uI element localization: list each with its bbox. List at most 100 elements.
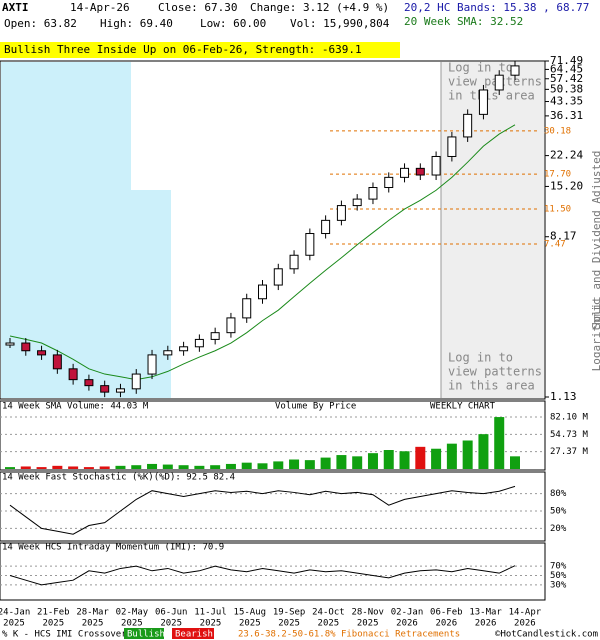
volume-bar (83, 467, 94, 469)
volume-by-price (1, 62, 171, 398)
candle (242, 298, 252, 319)
fib-label: 7.47 (544, 239, 566, 249)
date-day: 02-Jan (391, 608, 424, 618)
stoch-frame (0, 471, 546, 542)
volume-bar (210, 465, 221, 469)
login-text: in this area (448, 379, 535, 393)
date-day: 15-Aug (234, 608, 267, 618)
volume-bar (399, 451, 410, 469)
y-tick-label: 15.20 (550, 179, 583, 192)
candle (147, 354, 157, 375)
candle (352, 198, 362, 207)
login-text: view patterns (448, 365, 542, 379)
volume-bar (336, 455, 347, 469)
date-day: 02-May (116, 608, 149, 618)
candle (368, 187, 378, 200)
banner-bg (0, 42, 400, 58)
volume-bar (446, 443, 457, 469)
volume-bar (68, 466, 79, 469)
y-tick-label: 50% (550, 571, 567, 581)
bearish-bg (172, 628, 214, 639)
date-year: 2025 (160, 619, 182, 629)
candle (100, 385, 110, 393)
volume-bar (257, 463, 268, 469)
y-tick-label: 27.37 M (550, 447, 589, 457)
login-text: in this area (448, 89, 535, 103)
candle (52, 354, 62, 370)
candle (321, 219, 331, 235)
date-year: 2025 (121, 619, 143, 629)
date-year: 2026 (475, 619, 497, 629)
high: High: 69.40 (100, 17, 173, 30)
sma: 20 Week SMA: 32.52 (404, 15, 523, 28)
fib-label: 11.50 (544, 205, 571, 215)
volume-bar (36, 467, 47, 469)
y-tick-label: 70% (550, 562, 567, 572)
date-year: 2025 (318, 619, 340, 629)
volume-bar (273, 461, 284, 469)
volume-bar (462, 440, 473, 469)
candle (21, 342, 31, 352)
close: Close: 67.30 (158, 1, 237, 14)
change: Change: 3.12 (+4.9 %) (250, 1, 389, 14)
candle (5, 342, 15, 346)
volume-bar (20, 466, 31, 469)
date-year: 2025 (357, 619, 379, 629)
candle (289, 254, 299, 270)
y-tick-label: 43.35 (550, 95, 583, 108)
date-day: 24-Jan (0, 608, 30, 618)
candle (179, 346, 189, 352)
volume-bar (304, 460, 315, 469)
y-tick-label: 82.10 M (550, 413, 589, 423)
y-tick-label: 36.31 (550, 109, 583, 122)
y-tick-label: 71.49 (550, 54, 583, 67)
volume-bar (320, 457, 331, 469)
open: Open: 63.82 (4, 17, 77, 30)
y-tick-label: 54.73 M (550, 430, 589, 440)
volume-bar (289, 459, 300, 469)
imi-frame (0, 542, 546, 601)
candle (336, 205, 346, 221)
date-year: 2025 (3, 619, 25, 629)
candle (258, 284, 267, 300)
date-year: 2026 (396, 619, 418, 629)
date-year: 2025 (82, 619, 104, 629)
volume-bar (352, 456, 363, 469)
candle (510, 65, 520, 76)
candle (400, 167, 410, 178)
stoch-title: 14 Week Fast Stochastic (%K)(%D): 92.5 8… (2, 473, 235, 483)
volume-bar (162, 464, 173, 469)
candle (163, 350, 173, 356)
volume-bar (510, 456, 520, 469)
date-year: 2025 (239, 619, 261, 629)
vbp-label: Volume By Price (275, 402, 356, 412)
date-day: 06-Jun (155, 608, 188, 618)
volume-frame (0, 400, 546, 471)
volume-title: 14 Week SMA Volume: 44.03 M (2, 402, 149, 412)
login-text: Log in to (448, 351, 513, 365)
volume-bar (225, 463, 236, 469)
fib-label: 30.18 (544, 126, 571, 136)
y-tick-label: 50% (550, 507, 567, 517)
candle (463, 113, 473, 138)
candle (131, 373, 141, 390)
y-tick-label: 64.45 (550, 62, 583, 75)
date-day: 11-Jul (194, 608, 227, 618)
candle (305, 233, 315, 256)
volume-bar (241, 462, 252, 469)
symbol: AXTI (2, 1, 29, 14)
bullish-bg (124, 628, 164, 639)
y-tick-label: 20% (550, 524, 567, 534)
price-frame (0, 60, 546, 400)
y-tick-label: 57.42 (550, 72, 583, 85)
login-text: Log in to (448, 61, 513, 75)
indicator-line (9, 565, 516, 586)
candle (210, 332, 220, 340)
volume-bar (147, 463, 158, 469)
banner: Bullish Three Inside Up on 06-Feb-26, St… (4, 43, 362, 56)
volume-bar (5, 467, 15, 469)
candle (84, 379, 94, 387)
volume-bar (478, 434, 489, 469)
fibonacci: 23.6-38.2-50-61.8% Fibonacci Retracement… (238, 630, 460, 640)
